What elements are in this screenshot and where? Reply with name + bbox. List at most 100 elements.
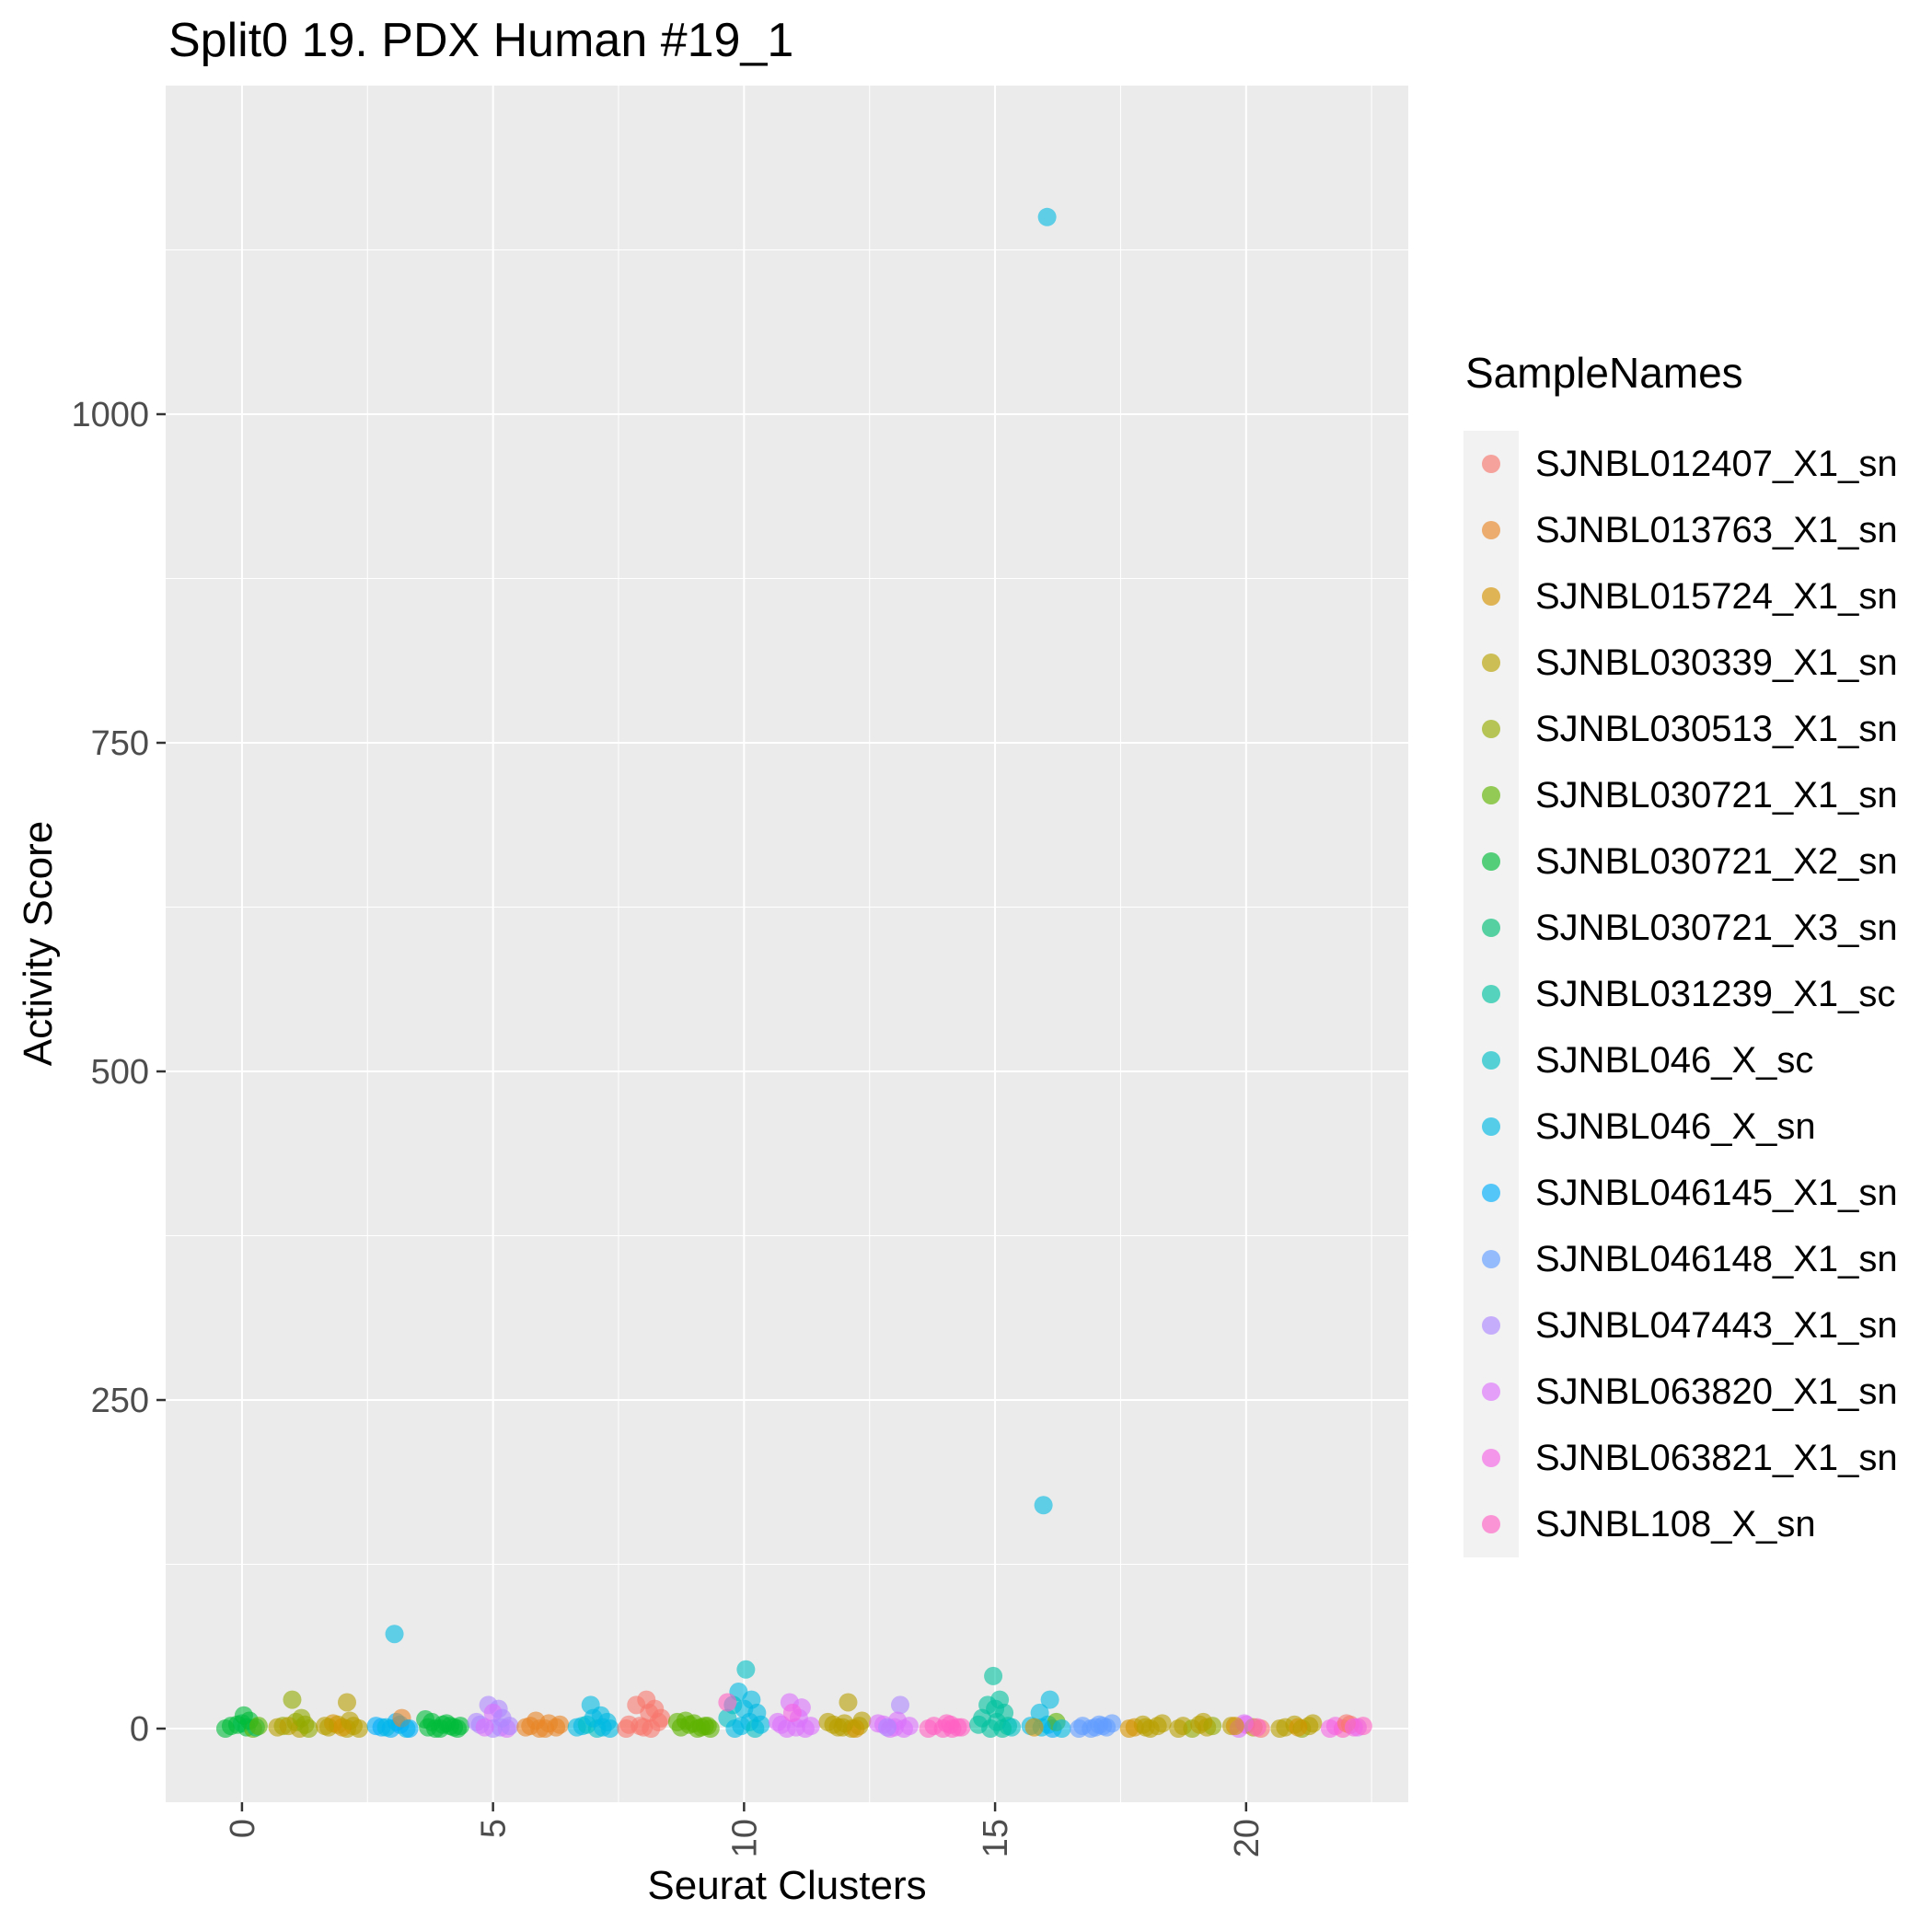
legend-item: SJNBL046_X_sc [1463, 1027, 1898, 1093]
data-point [617, 1719, 636, 1739]
data-point [736, 1660, 756, 1679]
data-point [640, 1703, 659, 1722]
data-point [1225, 1717, 1244, 1736]
legend-items: SJNBL012407_X1_sn SJNBL013763_X1_sn SJNBL0… [1463, 431, 1898, 1557]
data-point [451, 1717, 470, 1736]
data-point [550, 1715, 570, 1734]
legend-item: SJNBL030721_X1_sn [1463, 762, 1898, 828]
data-point [676, 1711, 695, 1730]
legend-key [1463, 1226, 1519, 1292]
legend-point-icon [1482, 852, 1500, 871]
legend-key [1463, 1027, 1519, 1093]
legend-point-icon [1482, 455, 1500, 473]
data-point [292, 1708, 311, 1728]
legend-item: SJNBL013763_X1_sn [1463, 497, 1898, 563]
legend-title: SampleNames [1465, 349, 1743, 397]
data-point [993, 1719, 1012, 1739]
x-tick-label: 20 [1228, 1819, 1267, 1857]
legend-item: SJNBL047443_X1_sn [1463, 1292, 1898, 1359]
legend-label: SJNBL013763_X1_sn [1535, 509, 1898, 550]
data-point [492, 1708, 512, 1728]
legend-label: SJNBL030721_X1_sn [1535, 774, 1898, 816]
legend-label: SJNBL046145_X1_sn [1535, 1172, 1898, 1213]
y-tick-label: 500 [91, 1053, 149, 1092]
y-tick-label: 750 [91, 724, 149, 763]
x-tick-label: 0 [224, 1819, 262, 1838]
legend-point-icon [1482, 521, 1500, 539]
legend-point-icon [1482, 1449, 1500, 1467]
legend-point-icon [1482, 1316, 1500, 1335]
data-point [1070, 1719, 1089, 1739]
data-point [1247, 1718, 1267, 1737]
data-point [215, 1719, 235, 1739]
legend-point-icon [1482, 786, 1500, 804]
legend-key [1463, 895, 1519, 961]
data-point [878, 1718, 897, 1737]
legend-label: SJNBL015724_X1_sn [1535, 575, 1898, 617]
data-point [475, 1718, 494, 1737]
legend-point-icon [1482, 1250, 1500, 1268]
legend-point-icon [1482, 1051, 1500, 1070]
legend-point-icon [1482, 1184, 1500, 1202]
data-point [1194, 1712, 1213, 1731]
legend-key [1463, 762, 1519, 828]
legend-item: SJNBL015724_X1_sn [1463, 563, 1898, 630]
data-point [986, 1699, 1005, 1718]
legend-label: SJNBL063820_X1_sn [1535, 1371, 1898, 1412]
legend-point-icon [1482, 919, 1500, 937]
data-point [1303, 1714, 1323, 1733]
data-point [631, 1717, 650, 1736]
plot-panel [166, 86, 1408, 1802]
data-point [376, 1718, 396, 1737]
legend-label: SJNBL046148_X1_sn [1535, 1238, 1898, 1279]
legend-point-icon [1482, 587, 1500, 606]
data-point [984, 1666, 1003, 1685]
data-point [852, 1711, 872, 1730]
data-point [1270, 1719, 1290, 1739]
data-point [777, 1719, 796, 1739]
data-point [1344, 1718, 1363, 1737]
data-point [431, 1719, 450, 1739]
data-point [1034, 1496, 1053, 1515]
data-point [249, 1717, 268, 1736]
data-point [919, 1719, 938, 1739]
data-point [1320, 1719, 1339, 1739]
legend-point-icon [1482, 720, 1500, 738]
data-point [385, 1625, 404, 1644]
data-point [839, 1693, 858, 1712]
data-point [782, 1703, 802, 1722]
legend-item: SJNBL108_X_sn [1463, 1491, 1898, 1557]
data-point [891, 1695, 909, 1715]
legend: SampleNames SJNBL012407_X1_sn SJNBL013763… [1463, 348, 1898, 1557]
legend-label: SJNBL030721_X2_sn [1535, 840, 1898, 882]
x-tick-label: 10 [725, 1819, 764, 1857]
data-point [1119, 1719, 1139, 1739]
data-point [698, 1717, 717, 1736]
legend-label: SJNBL046_X_sc [1535, 1039, 1814, 1081]
legend-key [1463, 497, 1519, 563]
legend-label: SJNBL030721_X3_sn [1535, 907, 1898, 948]
legend-point-icon [1482, 985, 1500, 1003]
legend-key [1463, 696, 1519, 762]
x-tick-label: 5 [475, 1819, 514, 1838]
legend-item: SJNBL030513_X1_sn [1463, 696, 1898, 762]
legend-key [1463, 828, 1519, 895]
legend-key [1463, 563, 1519, 630]
legend-label: SJNBL030339_X1_sn [1535, 642, 1898, 683]
legend-key [1463, 1093, 1519, 1160]
data-point [516, 1718, 536, 1737]
data-point [1169, 1719, 1188, 1739]
data-point [828, 1718, 848, 1737]
legend-key [1463, 431, 1519, 497]
data-point [1093, 1717, 1113, 1736]
data-point [943, 1719, 962, 1739]
legend-key [1463, 630, 1519, 696]
data-point [338, 1693, 356, 1712]
data-point [718, 1693, 737, 1712]
data-point [1040, 1690, 1059, 1709]
data-point [1052, 1719, 1071, 1739]
legend-label: SJNBL030513_X1_sn [1535, 708, 1898, 749]
data-point [399, 1719, 419, 1739]
data-point [1037, 207, 1057, 226]
